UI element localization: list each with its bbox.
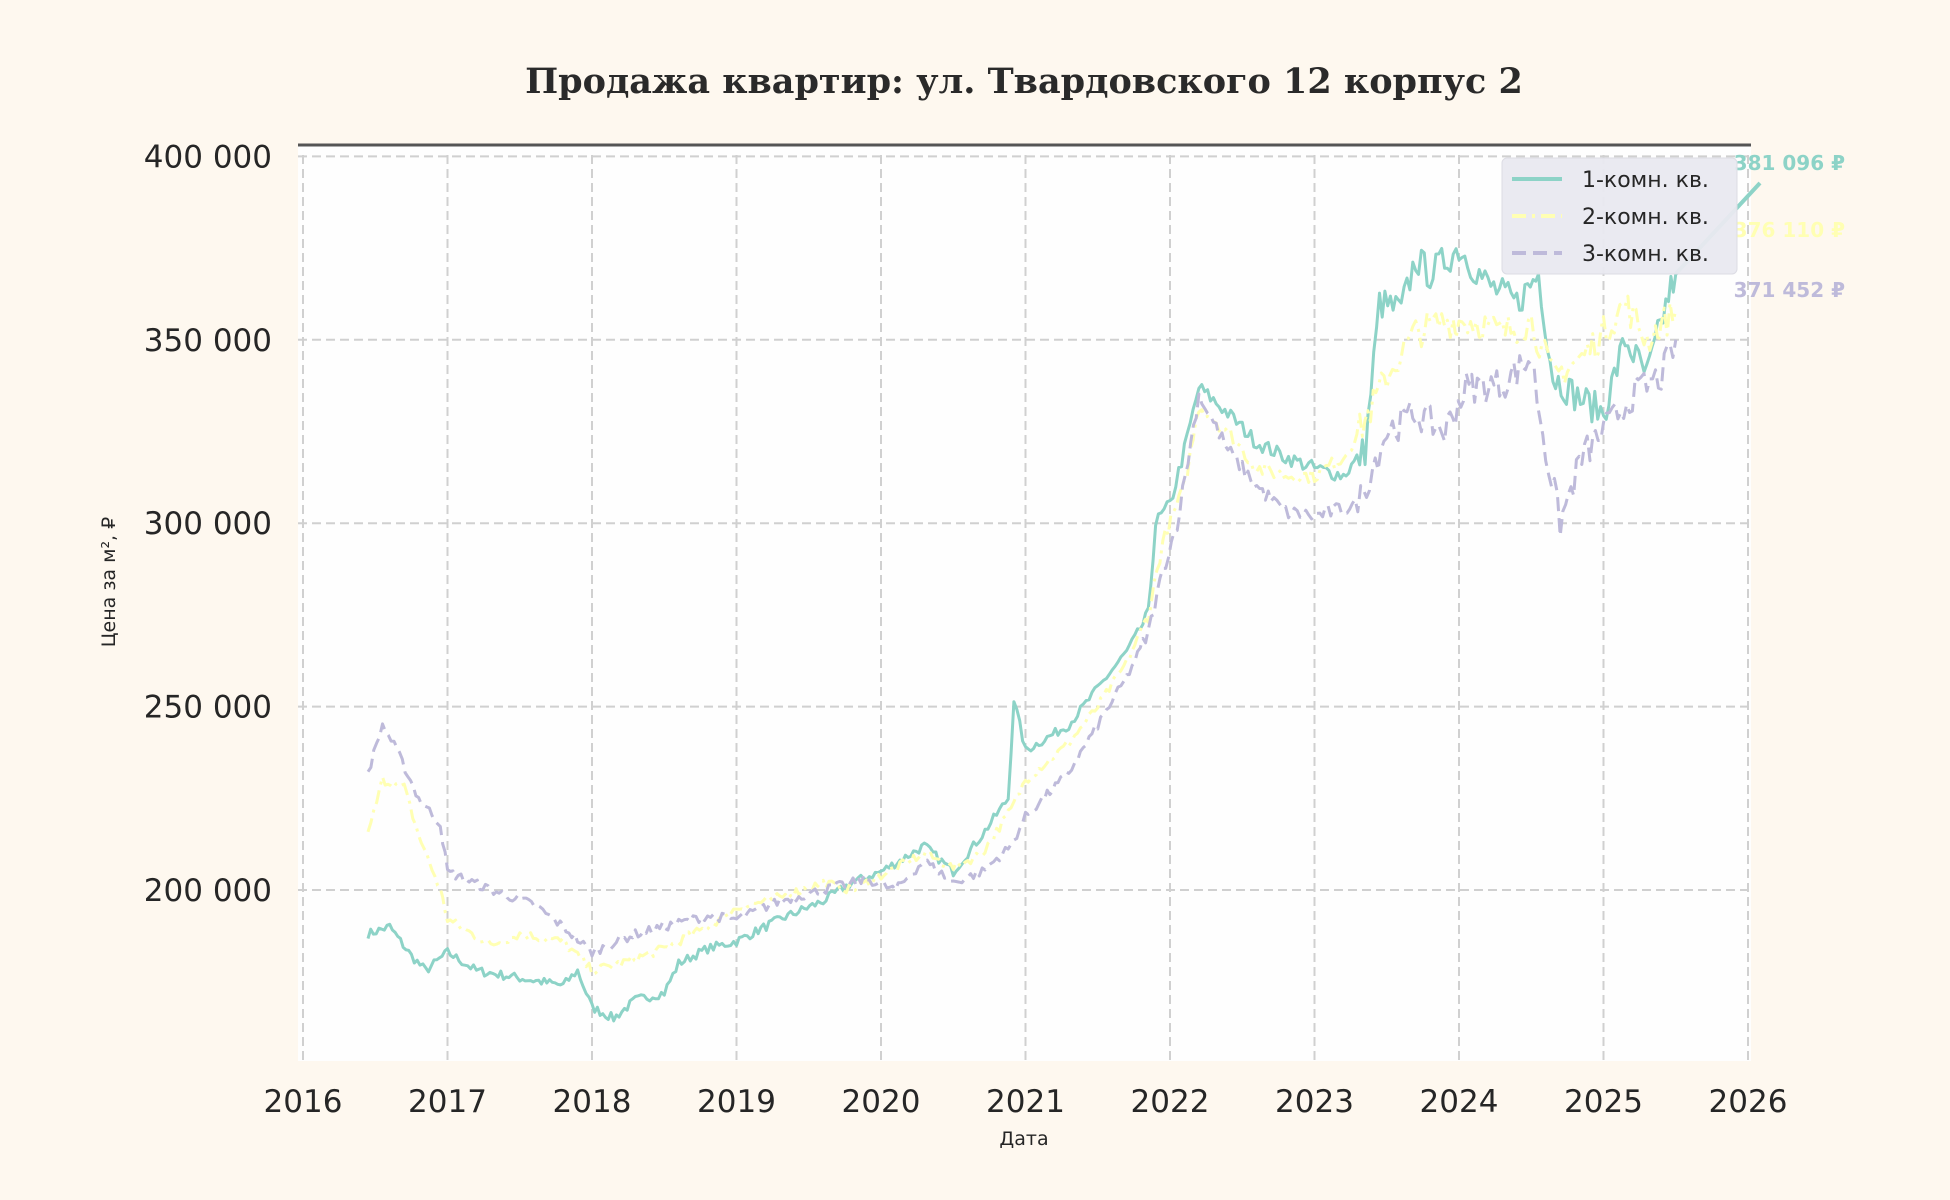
legend-label: 3-комн. кв. [1582, 242, 1709, 267]
legend-box [1501, 157, 1738, 275]
series-lines [366, 246, 1678, 1023]
chart-title: Продажа квартир: ул. Твардовского 12 кор… [525, 61, 1523, 102]
tick-labels: 2016 2017 2018 2019 2020 2021 2022 2023 2024 2025… [144, 139, 1788, 1120]
x-tick-label: 2026 [1709, 1084, 1788, 1120]
series-line-3 [366, 339, 1678, 958]
x-tick-label: 2020 [842, 1084, 921, 1120]
y-tick-label: 200 000 [144, 873, 272, 909]
x-tick-label: 2021 [986, 1084, 1065, 1120]
x-tick-label: 2018 [553, 1084, 632, 1120]
x-axis-label: Дата [999, 1128, 1048, 1150]
legend: 1-комн. кв. 2-комн. кв. 3-комн. кв. [1501, 157, 1738, 275]
y-tick-label: 300 000 [144, 506, 272, 542]
x-tick-label: 2025 [1564, 1084, 1643, 1120]
series-line-1 [366, 246, 1678, 1023]
x-tick-label: 2024 [1420, 1084, 1499, 1120]
x-tick-label: 2022 [1131, 1084, 1210, 1120]
end-value-label: 371 452 ₽ [1734, 278, 1845, 302]
y-tick-label: 350 000 [144, 323, 272, 359]
end-value-label: 381 096 ₽ [1734, 151, 1845, 175]
x-tick-label: 2019 [697, 1084, 776, 1120]
x-tick-label: 2016 [264, 1084, 343, 1120]
grid [298, 155, 1751, 1061]
y-tick-label: 400 000 [144, 139, 272, 175]
y-tick-label: 250 000 [144, 690, 272, 726]
x-tick-label: 2017 [408, 1084, 487, 1120]
y-axis-label: Цена за м², ₽ [98, 517, 120, 647]
legend-label: 2-комн. кв. [1582, 205, 1709, 230]
legend-label: 1-комн. кв. [1582, 168, 1709, 193]
end-value-label: 376 110 ₽ [1734, 218, 1845, 242]
x-tick-label: 2023 [1275, 1084, 1354, 1120]
